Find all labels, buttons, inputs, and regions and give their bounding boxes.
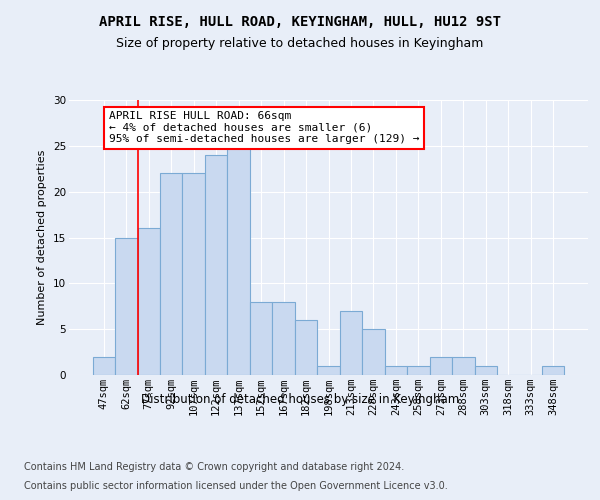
Text: Contains HM Land Registry data © Crown copyright and database right 2024.: Contains HM Land Registry data © Crown c… bbox=[24, 462, 404, 472]
Bar bbox=[272, 302, 295, 375]
Text: Contains public sector information licensed under the Open Government Licence v3: Contains public sector information licen… bbox=[24, 481, 448, 491]
Y-axis label: Number of detached properties: Number of detached properties bbox=[37, 150, 47, 325]
Bar bbox=[385, 366, 407, 375]
Bar bbox=[92, 356, 115, 375]
Bar bbox=[407, 366, 430, 375]
Bar bbox=[430, 356, 452, 375]
Bar bbox=[227, 146, 250, 375]
Bar bbox=[250, 302, 272, 375]
Bar bbox=[205, 155, 227, 375]
Bar bbox=[340, 311, 362, 375]
Bar bbox=[542, 366, 565, 375]
Bar bbox=[160, 174, 182, 375]
Bar bbox=[182, 174, 205, 375]
Text: Distribution of detached houses by size in Keyingham: Distribution of detached houses by size … bbox=[141, 392, 459, 406]
Bar bbox=[362, 329, 385, 375]
Bar bbox=[475, 366, 497, 375]
Bar bbox=[137, 228, 160, 375]
Bar bbox=[295, 320, 317, 375]
Bar bbox=[115, 238, 137, 375]
Bar bbox=[317, 366, 340, 375]
Text: APRIL RISE, HULL ROAD, KEYINGHAM, HULL, HU12 9ST: APRIL RISE, HULL ROAD, KEYINGHAM, HULL, … bbox=[99, 15, 501, 29]
Text: APRIL RISE HULL ROAD: 66sqm
← 4% of detached houses are smaller (6)
95% of semi-: APRIL RISE HULL ROAD: 66sqm ← 4% of deta… bbox=[109, 111, 419, 144]
Bar bbox=[452, 356, 475, 375]
Text: Size of property relative to detached houses in Keyingham: Size of property relative to detached ho… bbox=[116, 38, 484, 51]
